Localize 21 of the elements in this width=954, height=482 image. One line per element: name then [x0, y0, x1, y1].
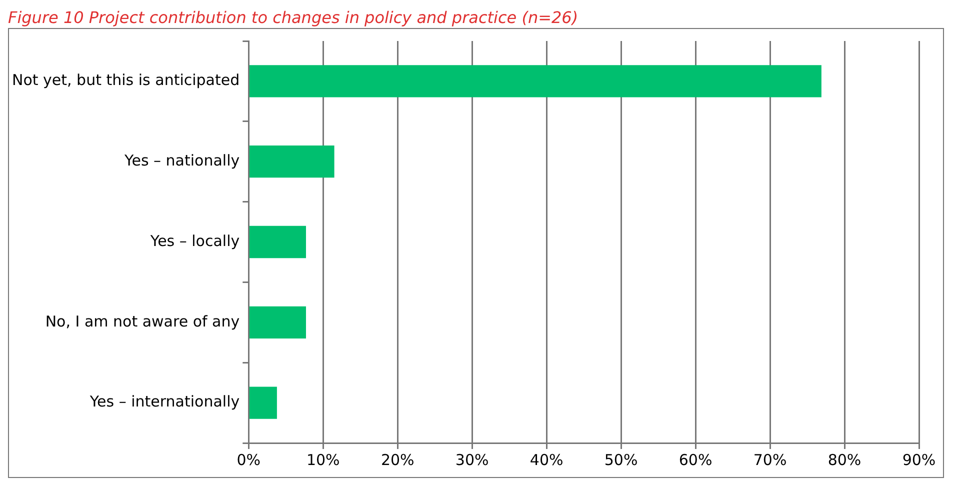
- bar: [249, 65, 822, 98]
- x-tick-label: 40%: [530, 450, 564, 469]
- y-tick-label: Yes – nationally: [124, 151, 240, 170]
- x-tick-label: 60%: [678, 450, 712, 469]
- x-tick-label: 50%: [604, 450, 638, 469]
- bar: [249, 146, 334, 178]
- x-tick-label: 30%: [455, 450, 489, 469]
- y-tick-label: Yes – locally: [149, 232, 240, 250]
- bar: [249, 306, 306, 338]
- bar: [249, 226, 306, 258]
- x-tick-label: 70%: [753, 450, 787, 469]
- x-tick-label: 80%: [828, 450, 862, 469]
- bar: [249, 386, 277, 419]
- x-tick-label: 20%: [380, 450, 414, 469]
- y-tick-label: No, I am not aware of any: [45, 312, 240, 330]
- x-tick-label: 0%: [236, 450, 261, 469]
- x-tick-label: 10%: [306, 450, 340, 469]
- chart-title: Figure 10 Project contribution to changes in policy and practice (n=26): [8, 8, 580, 28]
- y-tick-label: Not yet, but this is anticipated: [12, 71, 240, 90]
- y-tick-label: Yes – internationally: [88, 392, 240, 411]
- x-tick-label: 90%: [902, 450, 936, 469]
